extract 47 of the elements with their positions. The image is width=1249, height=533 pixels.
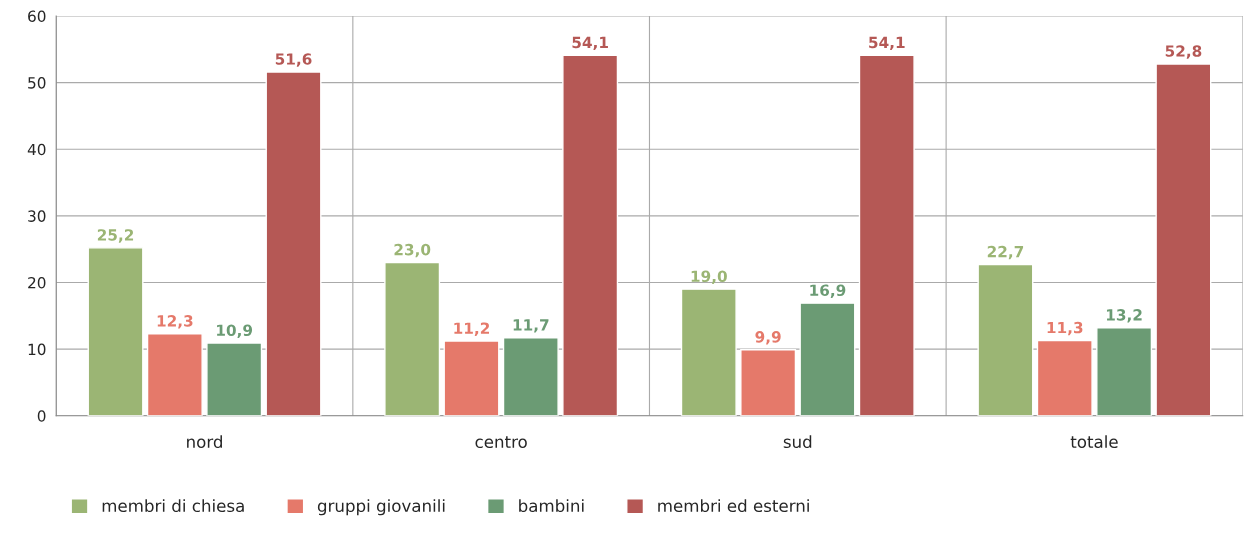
y-tick-label: 20 bbox=[28, 276, 46, 289]
data-label: 54,1 bbox=[869, 36, 905, 51]
bar bbox=[87, 247, 144, 416]
x-tick-label: sud bbox=[783, 435, 812, 449]
bar bbox=[443, 340, 500, 416]
y-tick-label: 30 bbox=[28, 210, 46, 222]
data-label: 54,1 bbox=[572, 36, 608, 51]
data-label: 11,7 bbox=[513, 319, 549, 333]
data-label: 19,0 bbox=[691, 270, 727, 284]
legend-label: membri ed esterni bbox=[658, 499, 809, 513]
x-tick-label: totale bbox=[1070, 435, 1118, 449]
data-label: 10,9 bbox=[217, 324, 253, 338]
bar bbox=[858, 54, 915, 416]
data-label: 51,6 bbox=[275, 53, 312, 67]
data-label: 9,9 bbox=[755, 331, 781, 345]
bar bbox=[977, 263, 1034, 416]
bar bbox=[502, 337, 559, 416]
data-label: 23,0 bbox=[394, 243, 431, 258]
x-tick-label: centro bbox=[475, 436, 527, 449]
data-label: 22,7 bbox=[987, 245, 1024, 260]
bar bbox=[740, 349, 797, 416]
legend-label: membri di chiesa bbox=[102, 499, 244, 513]
legend-label: gruppi giovanili bbox=[317, 499, 445, 516]
y-tick-label: 10 bbox=[28, 343, 46, 356]
data-label: 13,2 bbox=[1106, 309, 1142, 323]
bar bbox=[146, 333, 203, 416]
data-label: 52,8 bbox=[1165, 45, 1202, 59]
data-label: 11,3 bbox=[1047, 321, 1083, 336]
y-tick-label: 60 bbox=[28, 10, 46, 23]
data-label: 16,9 bbox=[810, 284, 846, 298]
bar bbox=[384, 261, 441, 416]
bar bbox=[562, 54, 619, 416]
bar bbox=[799, 302, 856, 416]
bar bbox=[265, 71, 322, 416]
y-tick-label: 0 bbox=[37, 410, 46, 422]
bar bbox=[1155, 63, 1212, 416]
bar bbox=[680, 288, 737, 416]
y-tick-label: 40 bbox=[27, 143, 46, 156]
x-tick-label: nord bbox=[187, 435, 222, 449]
bar bbox=[206, 342, 263, 416]
data-label: 25,2 bbox=[97, 229, 134, 243]
y-tick-label: 50 bbox=[28, 77, 46, 89]
bar bbox=[1036, 339, 1093, 416]
bar bbox=[1096, 327, 1153, 416]
data-label: 11,2 bbox=[454, 322, 490, 336]
data-label: 12,3 bbox=[157, 315, 193, 329]
legend-label: bambini bbox=[519, 499, 584, 513]
